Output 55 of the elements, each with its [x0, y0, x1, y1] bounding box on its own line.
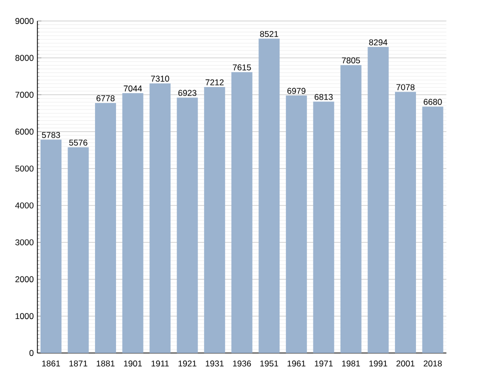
- y-tick-label: 4000: [15, 202, 34, 208]
- bar: [368, 47, 389, 353]
- x-tick-label: 1871: [69, 360, 88, 366]
- y-tick-label: 3000: [15, 239, 34, 246]
- data-label: 7212: [206, 79, 224, 86]
- y-tick-label: 2000: [15, 276, 34, 282]
- data-label: 6979: [287, 88, 306, 94]
- bar: [340, 65, 362, 353]
- y-tick-label: 0: [29, 350, 34, 356]
- x-tick-label: 1961: [288, 360, 306, 366]
- x-tick-label: 1931: [206, 360, 224, 366]
- bar: [422, 106, 444, 353]
- bar: [204, 86, 226, 353]
- bar: [95, 102, 116, 353]
- x-tick-label: 1971: [314, 360, 333, 366]
- x-tick-label: 2018: [424, 360, 442, 366]
- data-label: 6813: [314, 94, 333, 100]
- x-tick-label: 1981: [342, 360, 360, 366]
- bar: [150, 83, 171, 353]
- bar: [122, 93, 144, 353]
- y-tick-label: 8000: [15, 54, 34, 61]
- x-tick-label: 1936: [233, 360, 251, 366]
- data-label: 7078: [396, 84, 415, 90]
- data-label: 8294: [369, 39, 388, 46]
- bar: [68, 147, 89, 353]
- bar: [394, 92, 416, 353]
- x-tick-label: 2001: [396, 360, 414, 366]
- x-tick-label: 1921: [178, 360, 196, 366]
- bar: [313, 102, 334, 353]
- data-label: 5576: [69, 140, 88, 146]
- data-label: 5783: [42, 132, 60, 138]
- x-tick-label: 1991: [369, 360, 388, 366]
- y-tick-label: 7000: [15, 92, 34, 98]
- data-label: 7044: [124, 85, 142, 92]
- data-label: 6778: [96, 95, 115, 102]
- data-label: 7310: [151, 76, 170, 82]
- y-tick-label: 9000: [15, 18, 34, 24]
- bar: [231, 72, 252, 353]
- x-tick-label: 1951: [260, 360, 278, 366]
- x-tick-label: 1911: [152, 360, 169, 366]
- x-tick-label: 1901: [124, 360, 142, 366]
- x-tick-label: 1861: [42, 360, 60, 366]
- bar: [258, 38, 280, 353]
- x-tick-label: 1881: [96, 360, 115, 366]
- data-label: 7805: [342, 57, 360, 64]
- data-label: 7615: [232, 64, 251, 70]
- y-tick-label: 5000: [15, 166, 34, 172]
- data-label: 8521: [260, 30, 278, 37]
- bar: [40, 140, 62, 353]
- data-label: 6923: [178, 90, 196, 96]
- data-label: 6680: [424, 98, 442, 105]
- bar: [286, 96, 307, 353]
- y-tick-label: 1000: [16, 313, 34, 320]
- bar: [176, 98, 198, 353]
- y-tick-label: 6000: [15, 128, 34, 135]
